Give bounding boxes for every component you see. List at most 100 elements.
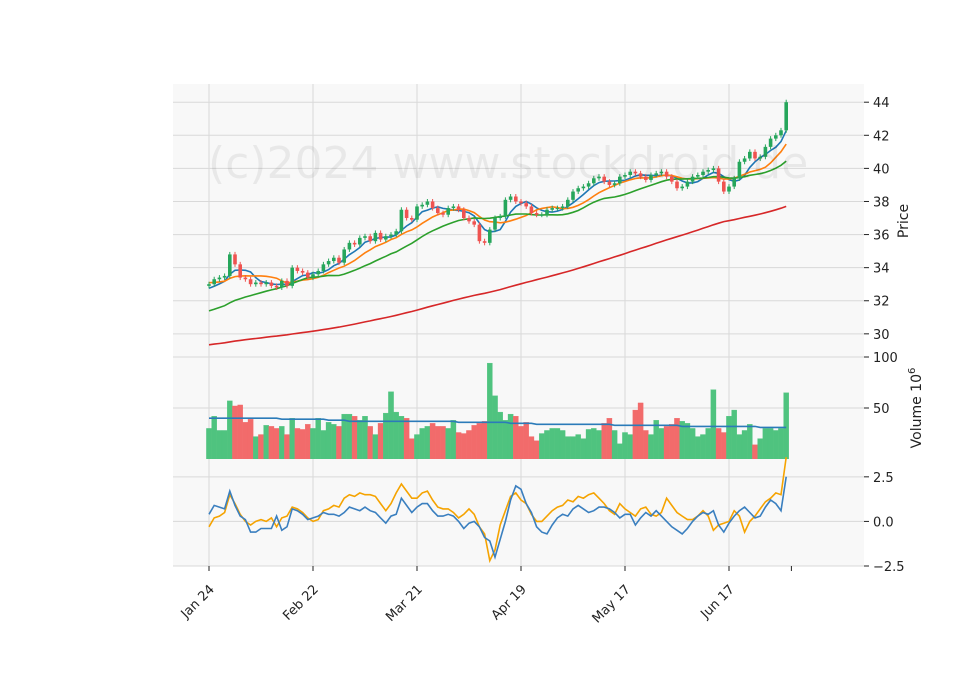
candle-body [779,130,783,135]
candle-body [264,283,268,285]
candle-body [462,210,466,218]
candle-body [431,201,435,208]
volume-bar [581,439,586,459]
volume-bar [674,418,679,459]
candle-body [384,236,388,239]
y-tick-label: 38 [873,195,890,210]
volume-bar [316,418,321,459]
candle-body [280,281,284,288]
candle-body [535,213,539,215]
candle-body [228,254,232,276]
candle-body [249,279,253,284]
volume-bar [404,418,409,459]
candle-body [342,249,346,262]
y-tick-label: 0.0 [873,515,894,530]
volume-bar [388,392,393,459]
volume-bar [258,435,263,459]
indicator-panel: −2.50.02.5 [173,457,905,575]
volume-bar [326,422,331,459]
candle-body [405,210,409,218]
candle-body [498,216,502,218]
candle-body [223,276,227,278]
candle-body [322,264,326,271]
volume-bar [362,416,367,459]
volume-axis-title: Volume 106 [907,368,925,449]
volume-bar [706,428,711,459]
candle-body [254,283,258,285]
y-tick-label: 32 [873,295,890,310]
price-panel: 3032343638404244 (c)2024 www.stockdroid.… [173,84,912,357]
candle-body [420,205,424,207]
volume-bar [253,437,258,459]
candle-body [316,271,320,274]
volume-bar [290,418,295,459]
x-tick-label: Feb 22 [280,582,322,624]
x-tick-label: Jan 24 [178,582,218,622]
candle-body [218,278,222,280]
x-tick-label: May 17 [590,582,634,626]
volume-bar [695,437,700,459]
volume-bar [659,428,664,459]
candle-body [441,213,445,215]
candle-body [571,192,575,200]
candle-body [207,284,211,286]
y-tick-label: 40 [873,162,890,177]
indicator-panel-background [173,459,864,566]
volume-bar [482,421,487,459]
volume-bar [633,410,638,459]
volume-bar [716,428,721,459]
volume-bar [586,429,591,459]
volume-bar [446,428,451,459]
candle-body [389,235,393,237]
y-tick-label: −2.5 [873,560,905,575]
volume-bar [217,430,222,459]
volume-bar [602,423,607,459]
volume-bar [321,430,326,459]
x-tick-label: Mar 21 [383,582,426,625]
candle-body [233,254,237,264]
candle-body [301,271,305,273]
candle-body [488,230,492,243]
volume-bar [758,439,763,459]
candle-body [212,279,216,284]
candle-body [363,236,367,238]
candle-body [259,283,263,285]
candle-body [374,233,378,241]
volume-bar [466,430,471,459]
volume-bar [737,435,742,459]
volume-bar [565,437,570,459]
volume-bar [295,428,300,459]
volume-bar [243,422,248,459]
volume-bar [570,437,575,459]
candle-body [556,208,560,209]
volume-bar [628,435,633,459]
candle-body [524,203,528,206]
candle-body [550,208,554,210]
candle-body [561,206,565,208]
x-axis-ticks: Jan 24 Feb 22 Mar 21 Apr 19 May 17 Jun 17 [178,566,792,626]
candle-body [415,206,419,219]
volume-bar [529,437,534,459]
candle-body [446,208,450,215]
volume-bar [430,423,435,459]
candle-body [472,221,476,224]
volume-bar [373,435,378,459]
volume-bar [700,435,705,459]
volume-bar [440,426,445,459]
candle-body [270,283,274,286]
volume-bar [612,430,617,459]
volume-bar [394,412,399,459]
volume-bar [368,426,373,459]
volume-bar [269,426,274,459]
y-tick-label: 30 [873,328,890,343]
volume-bar [284,435,289,459]
volume-bar [456,432,461,459]
volume-bar [560,430,565,459]
candle-body [426,201,430,204]
candle-body [306,273,310,278]
volume-bar [534,441,539,459]
candle-body [394,231,398,234]
volume-bar [305,424,310,459]
candle-body [379,233,383,240]
candle-body [238,264,242,277]
